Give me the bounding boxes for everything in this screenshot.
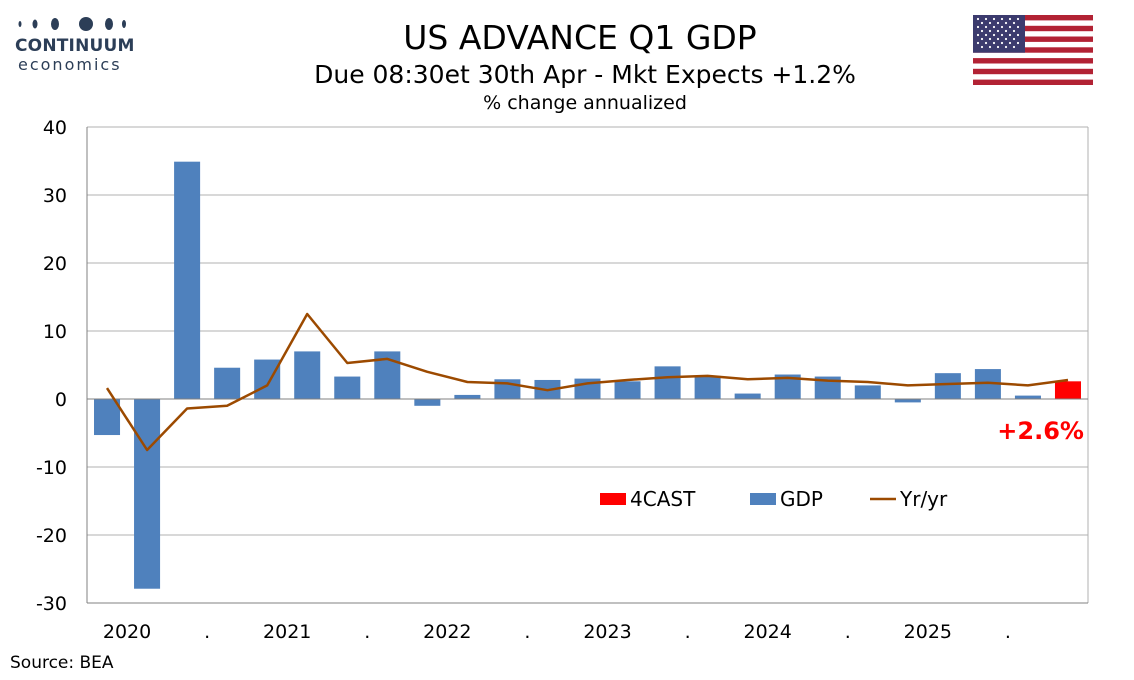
y-tick-label: -30 (36, 593, 67, 615)
x-tick-label: 2022 (423, 621, 471, 643)
legend-4cast-label: 4CAST (630, 487, 696, 511)
source-note: Source: BEA (10, 653, 114, 673)
brand-sub: economics (18, 55, 122, 74)
x-tick-label: . (364, 621, 370, 643)
us-flag-icon (973, 15, 1093, 85)
gdp-bar (734, 393, 761, 399)
gdp-bar (254, 359, 281, 399)
legend-gdp-label: GDP (780, 487, 823, 511)
gdp-bar (814, 376, 841, 399)
gdp-bar (894, 399, 921, 403)
yoy-line (105, 312, 1069, 452)
gdp-bar (334, 376, 361, 399)
gdp-bar (294, 351, 321, 399)
x-tick-label: . (204, 621, 210, 643)
x-tick-label: 2020 (103, 621, 151, 643)
x-tick-label: 2021 (263, 621, 311, 643)
y-tick-label: 10 (43, 321, 67, 343)
gdp-bar (174, 161, 201, 399)
y-tick-label: -10 (36, 457, 67, 479)
gdp-bar (94, 399, 121, 436)
x-tick-label: 2024 (744, 621, 792, 643)
y-tick-label: 0 (55, 389, 67, 411)
legend-gdp-swatch (750, 493, 776, 505)
x-tick-label: . (524, 621, 530, 643)
gdp-bar (214, 367, 241, 399)
forecast-annotation: +2.6% (997, 417, 1084, 445)
gdp-bar (414, 399, 441, 406)
gdp-bar (134, 399, 161, 589)
y-tick-label: 40 (43, 117, 67, 139)
gdp-bar (614, 381, 641, 399)
x-tick-label: 2023 (583, 621, 631, 643)
chart-subtitle: Due 08:30et 30th Apr - Mkt Expects +1.2% (314, 60, 856, 89)
legend-4cast-swatch (600, 493, 626, 505)
x-tick-label: . (845, 621, 851, 643)
gdp-bar (454, 394, 481, 399)
chart-units: % change annualized (483, 92, 687, 114)
x-tick-label: 2025 (904, 621, 952, 643)
x-tick-label: . (685, 621, 691, 643)
gdp-bar (1014, 395, 1041, 399)
y-tick-label: 20 (43, 253, 67, 275)
y-tick-label: -20 (36, 525, 67, 547)
forecast-bar (1054, 381, 1081, 399)
y-tick-label: 30 (43, 185, 67, 207)
logo-dots-icon (18, 17, 126, 31)
legend-yoy-label: Yr/yr (899, 487, 948, 511)
brand-name: CONTINUUM (15, 36, 135, 56)
gdp-bar (694, 375, 721, 399)
chart-title: US ADVANCE Q1 GDP (403, 18, 757, 57)
gdp-bar (934, 373, 961, 399)
gdp-bar (854, 385, 881, 399)
x-tick-label: . (1005, 621, 1011, 643)
gdp-bar (654, 366, 681, 399)
